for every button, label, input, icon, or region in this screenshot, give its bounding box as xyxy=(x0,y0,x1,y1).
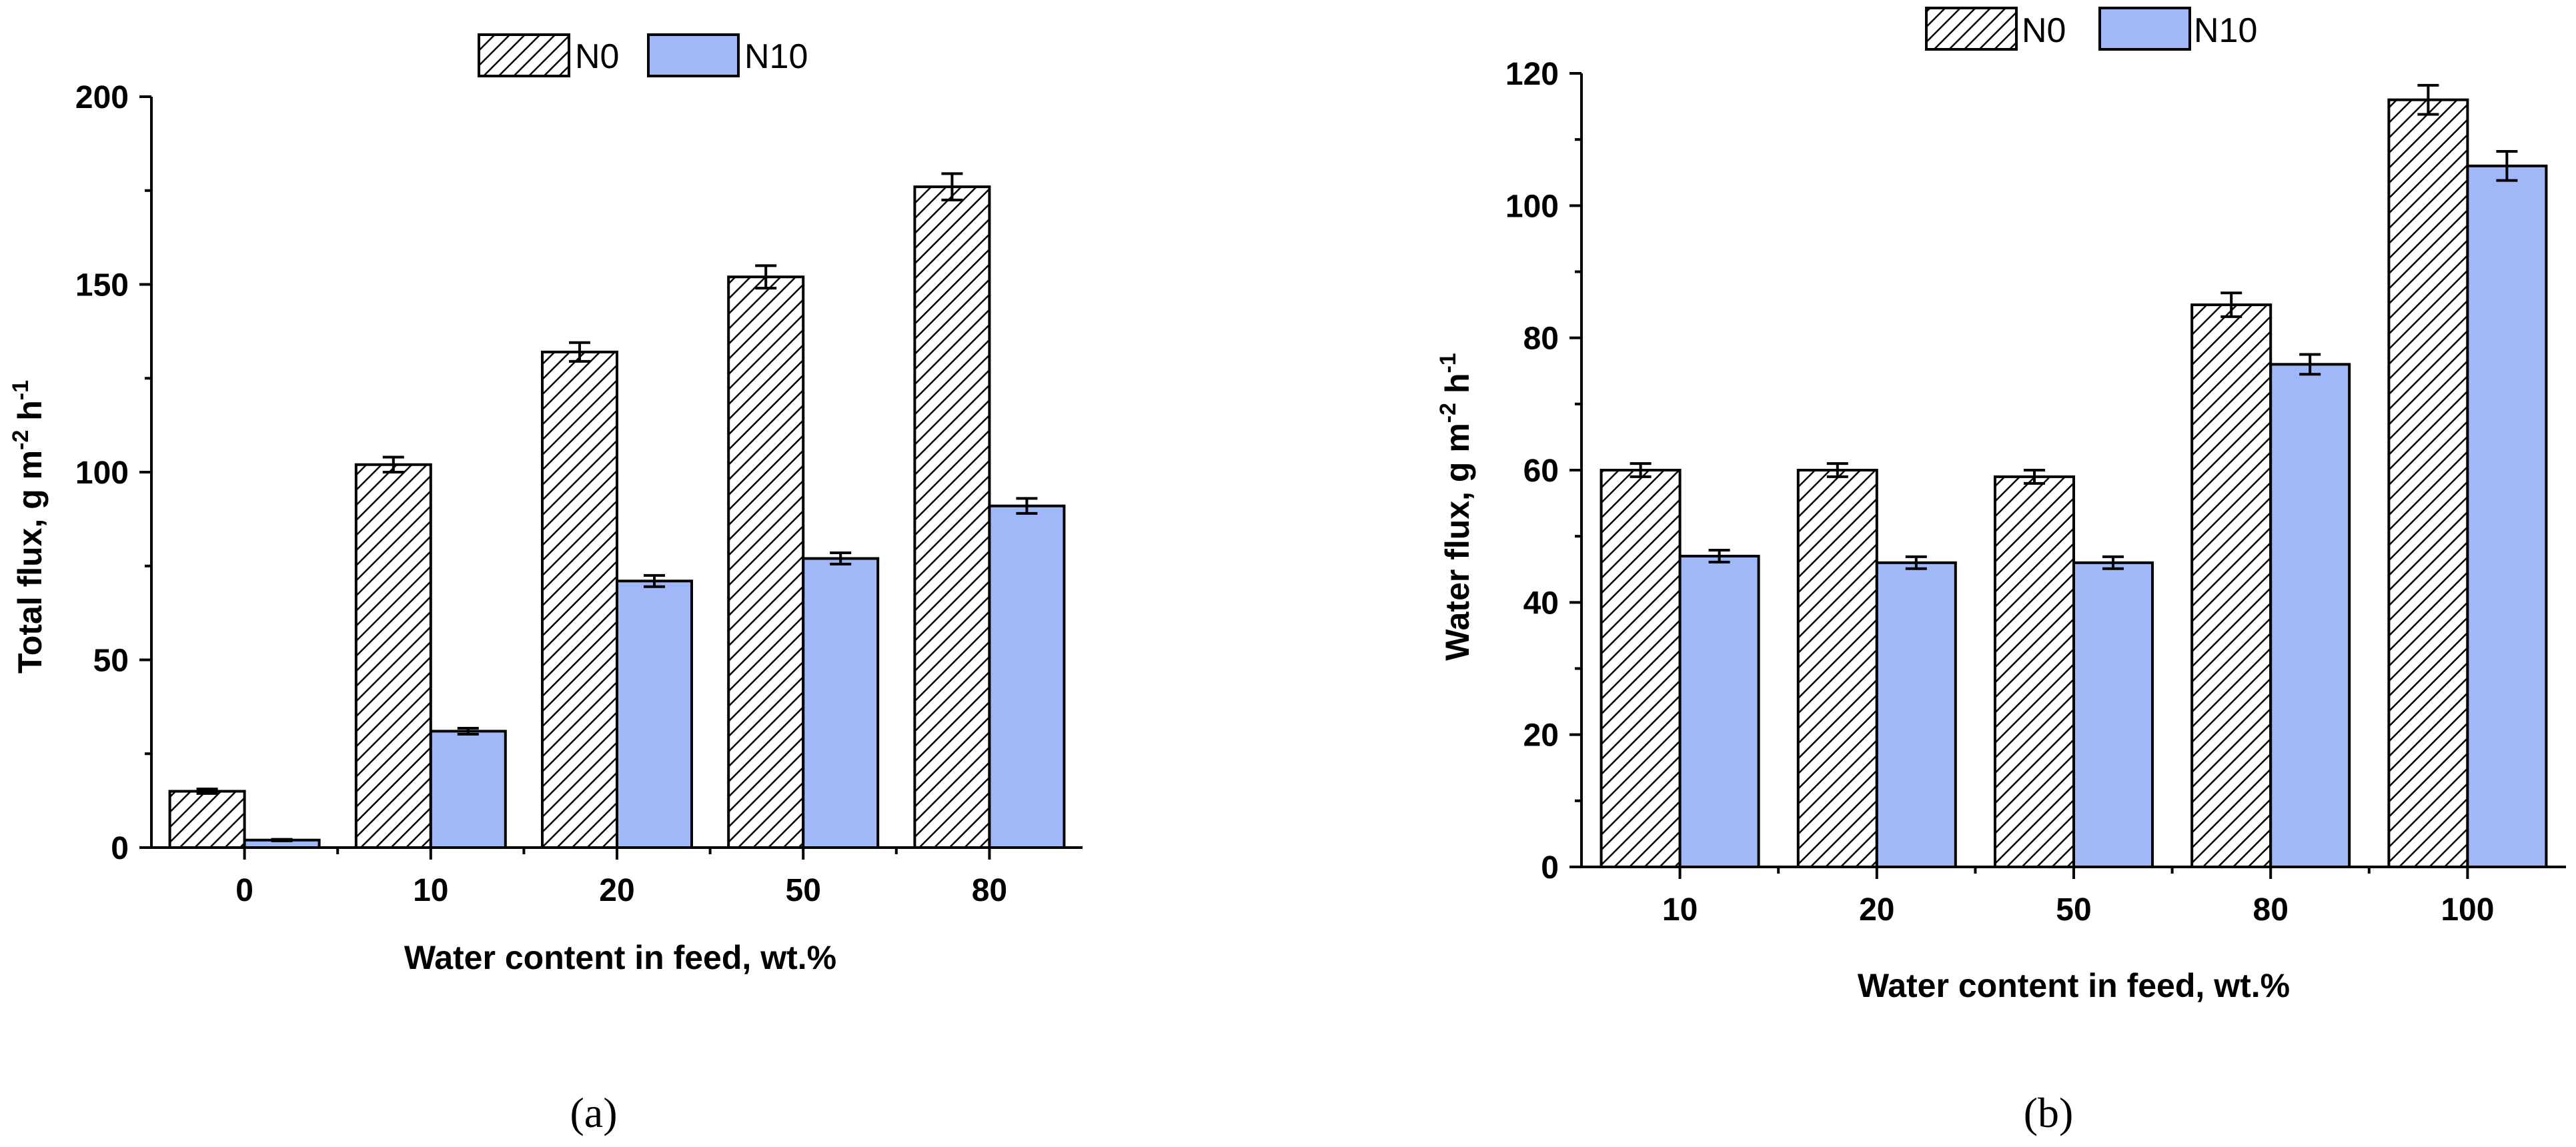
bar-n0-0 xyxy=(168,790,246,850)
chart-panel-b: N0 N10 0 20 40 60 80 100 120 10 20 50 80 100 Water … xyxy=(1288,0,2576,1147)
legend-swatch-n0 xyxy=(1925,7,2018,51)
error-bar-n0-50 xyxy=(2024,469,2045,485)
legend-label-n10: N10 xyxy=(2194,11,2257,50)
bar-n10-80 xyxy=(2269,363,2351,868)
error-bar-n10-10 xyxy=(457,726,479,736)
legend-label-n0: N0 xyxy=(2022,11,2066,50)
error-bar-n0-80 xyxy=(2220,291,2242,318)
y-tick-label: 0 xyxy=(111,831,129,866)
bar-n0-20 xyxy=(541,350,618,849)
bar-n10-50 xyxy=(2072,561,2154,868)
legend-swatch-n10 xyxy=(2098,7,2191,51)
bar-n10-20 xyxy=(616,580,693,850)
y-tick-label: 50 xyxy=(93,644,129,679)
y-tick-label: 80 xyxy=(1523,321,1559,357)
error-bar-n0-0 xyxy=(196,788,218,795)
error-bar-n10-80 xyxy=(1016,497,1038,515)
x-tick-label: 80 xyxy=(972,873,1007,908)
error-bar-n0-10 xyxy=(382,455,404,473)
x-tick-label: 50 xyxy=(2056,892,2091,928)
bar-n0-80 xyxy=(2190,303,2273,869)
error-bar-n10-20 xyxy=(644,574,665,588)
bar-n10-10 xyxy=(1678,554,1760,869)
y-tick-label: 120 xyxy=(1505,57,1559,92)
bar-n10-20 xyxy=(1875,561,1957,868)
legend-swatch-n10 xyxy=(647,33,740,77)
x-tick-label: 10 xyxy=(413,873,448,908)
bar-n0-50 xyxy=(1994,475,2075,868)
panel-label: (b) xyxy=(2024,1089,2074,1136)
error-bar-n0-10 xyxy=(1630,462,1652,478)
error-bar-n0-20 xyxy=(569,341,590,363)
y-axis-title: Water flux, g m-2 h-1 xyxy=(1435,353,1476,660)
y-tick-label: 100 xyxy=(75,455,129,491)
bar-n0-20 xyxy=(1796,469,1878,868)
y-tick-label: 20 xyxy=(1523,718,1559,754)
y-tick-label: 60 xyxy=(1523,453,1559,489)
error-bar-n10-50 xyxy=(830,551,852,565)
error-bar-n10-100 xyxy=(2496,150,2518,182)
legend: N0 N10 xyxy=(478,33,808,77)
error-bar-n0-20 xyxy=(1826,462,1848,478)
x-tick-label: 20 xyxy=(1859,892,1894,928)
error-bar-n10-80 xyxy=(2299,353,2321,376)
y-tick-label: 150 xyxy=(75,268,129,303)
chart-b-svg: N0 N10 0 20 40 60 80 100 120 10 20 50 80 100 Water … xyxy=(1435,7,2566,1136)
x-tick-label: 50 xyxy=(786,873,821,908)
x-tick-label: 10 xyxy=(1662,892,1698,928)
error-bar-n0-50 xyxy=(755,264,777,290)
y-tick-label: 40 xyxy=(1523,586,1559,621)
x-tick-label: 80 xyxy=(2253,892,2289,928)
bar-n0-80 xyxy=(913,185,991,849)
error-bar-n0-100 xyxy=(2417,83,2439,116)
y-tick-label: 100 xyxy=(1505,189,1559,224)
plot-area: 0 50 100 150 200 0 10 20 50 80 xyxy=(75,80,1083,908)
x-tick-label: 0 xyxy=(235,873,253,908)
y-axis-title: Total flux, g m-2 h-1 xyxy=(8,380,49,674)
chart-panel-a: N0 N10 0 50 100 150 200 0 10 20 50 80 Water conte… xyxy=(8,33,1083,1136)
bar-n0-100 xyxy=(2387,98,2469,869)
error-bar-n10-0 xyxy=(271,838,293,842)
legend-label-n10: N10 xyxy=(744,37,808,76)
bar-n10-80 xyxy=(988,504,1066,849)
bar-n0-50 xyxy=(727,275,805,849)
plot-area: 0 20 40 60 80 100 120 10 20 50 80 100 xyxy=(1505,57,2566,928)
x-axis-title: Water content in feed, wt.% xyxy=(404,939,836,976)
x-tick-label: 20 xyxy=(599,873,634,908)
x-axis-title: Water content in feed, wt.% xyxy=(1858,967,2290,1004)
y-tick-label: 0 xyxy=(1541,850,1559,886)
error-bar-n10-10 xyxy=(1708,548,1730,563)
legend-label-n0: N0 xyxy=(575,37,619,76)
chart-a-svg: N0 N10 0 50 100 150 200 0 10 20 50 80 Water conte… xyxy=(8,33,1083,1136)
error-bar-n0-80 xyxy=(941,172,963,201)
bar-n10-50 xyxy=(802,557,880,849)
bar-n0-10 xyxy=(1599,469,1682,868)
bar-n0-10 xyxy=(354,463,432,849)
bar-n10-10 xyxy=(429,730,507,849)
x-tick-label: 100 xyxy=(2441,892,2494,928)
bar-n10-100 xyxy=(2466,164,2548,868)
panel-label: (a) xyxy=(570,1089,617,1136)
error-bar-n10-20 xyxy=(1905,555,1927,570)
legend: N0 N10 xyxy=(1925,7,2257,51)
legend-swatch-n0 xyxy=(478,33,570,77)
y-tick-label: 200 xyxy=(75,80,129,115)
error-bar-n10-50 xyxy=(2102,555,2124,570)
